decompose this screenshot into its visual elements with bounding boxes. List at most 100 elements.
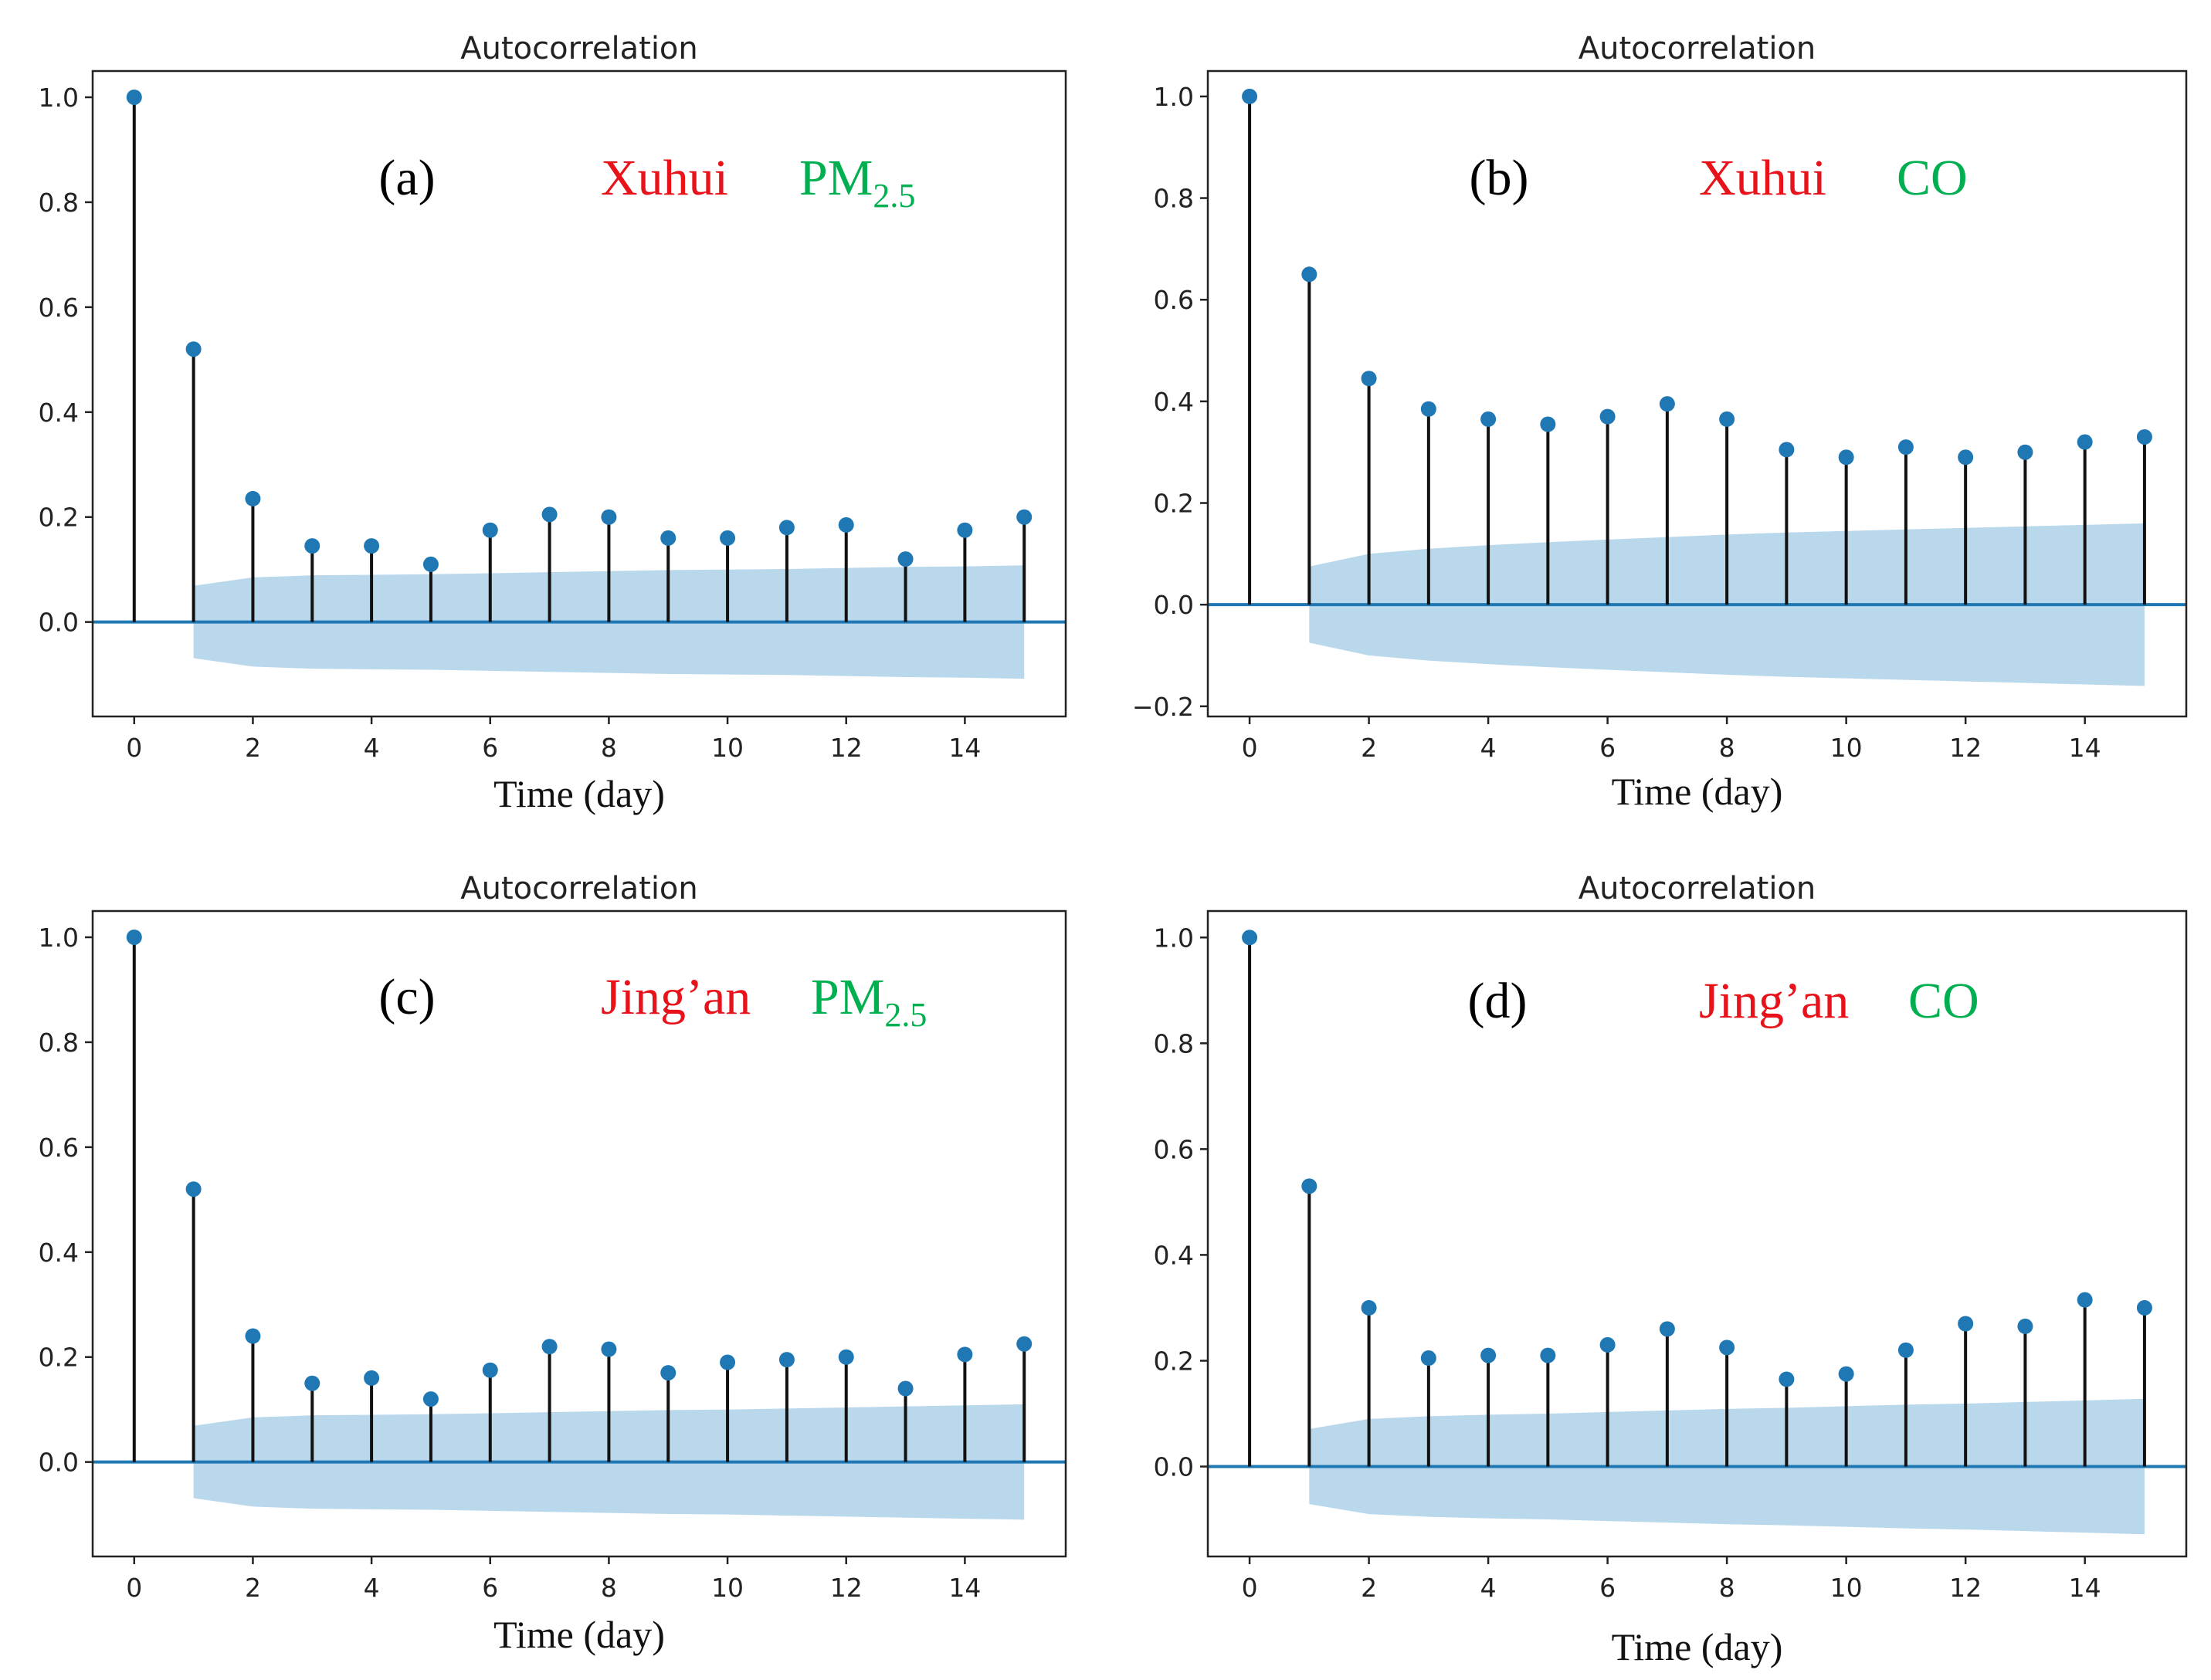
- x-tick-label: 14: [2069, 733, 2101, 763]
- marker-lag-12: [1958, 1316, 1974, 1332]
- x-tick-label: 8: [601, 1573, 617, 1603]
- panel-label: (d): [1468, 973, 1528, 1029]
- x-axis-label: Time (day): [1612, 770, 1783, 813]
- marker-lag-4: [1480, 411, 1497, 427]
- y-tick-label: 1.0: [1154, 923, 1194, 953]
- marker-lag-5: [1540, 1347, 1556, 1363]
- marker-lag-2: [1361, 1299, 1377, 1316]
- marker-lag-15: [2136, 1299, 2152, 1316]
- marker-lag-1: [1301, 266, 1317, 283]
- x-tick-label: 6: [1599, 1573, 1616, 1603]
- marker-lag-7: [541, 1339, 558, 1355]
- marker-lag-0: [1242, 930, 1258, 946]
- y-tick-label: 0.4: [39, 1238, 79, 1268]
- x-tick-label: 2: [1361, 1573, 1377, 1603]
- marker-lag-3: [1420, 1350, 1436, 1367]
- y-tick-label: 0.6: [39, 293, 79, 323]
- x-tick-label: 0: [126, 1573, 142, 1603]
- marker-lag-0: [126, 89, 142, 105]
- marker-lag-10: [1838, 1366, 1854, 1382]
- chart-title: Autocorrelation: [1579, 871, 1816, 906]
- marker-lag-4: [364, 538, 380, 554]
- pollutant-name: PM: [799, 150, 873, 206]
- x-tick-label: 8: [1719, 733, 1735, 763]
- x-tick-label: 12: [830, 1573, 863, 1603]
- marker-lag-6: [482, 1362, 498, 1378]
- marker-lag-14: [957, 522, 973, 538]
- x-tick-label: 6: [482, 733, 498, 763]
- marker-lag-12: [838, 517, 854, 533]
- marker-lag-13: [897, 551, 914, 567]
- acf-panel-c: Autocorrelation 0.0 0.2 0.4 0.6 0.8 1.0 0 2 4 6 8 10…: [39, 871, 1067, 1656]
- marker-lag-3: [304, 538, 320, 554]
- x-tick-label: 0: [1242, 733, 1258, 763]
- marker-lag-9: [1779, 1371, 1795, 1387]
- marker-lag-14: [957, 1346, 973, 1363]
- acf-panel-a: Autocorrelation 0.0 0.2 0.4 0.6 0.8 1.0 0 2 4 6 8 10…: [39, 31, 1067, 815]
- marker-lag-12: [1958, 449, 1974, 466]
- x-tick-label: 14: [948, 1573, 981, 1603]
- x-tick-label: 10: [711, 733, 744, 763]
- x-tick-label: 10: [1830, 1573, 1863, 1603]
- y-tick-label: 0.4: [1154, 387, 1194, 417]
- plot-frame: [91, 909, 1067, 1558]
- marker-lag-8: [601, 509, 617, 525]
- y-tick-label: 0.8: [1154, 184, 1194, 214]
- plot-frame: [1206, 69, 2188, 718]
- y-tick-label: 0.2: [39, 1343, 79, 1373]
- marker-lag-8: [1719, 411, 1735, 427]
- y-tick-label: −0.2: [1132, 692, 1194, 722]
- marker-lag-2: [245, 1328, 261, 1344]
- marker-lag-1: [185, 341, 202, 357]
- y-tick-label: 0.2: [1154, 1346, 1194, 1376]
- y-tick-label: 0.6: [1154, 285, 1194, 315]
- marker-lag-4: [1480, 1347, 1497, 1363]
- x-tick-label: 4: [364, 1573, 380, 1603]
- marker-lag-8: [601, 1341, 617, 1357]
- plot-frame: [91, 69, 1067, 718]
- location-label: Jing’an: [601, 969, 751, 1025]
- x-tick-label: 2: [1361, 733, 1377, 763]
- marker-lag-13: [2017, 444, 2033, 460]
- pollutant-subscript: 2.5: [884, 996, 927, 1034]
- x-axis-label: Time (day): [1612, 1625, 1783, 1668]
- x-tick-label: 4: [1480, 1573, 1497, 1603]
- y-tick-label: 0.6: [39, 1133, 79, 1163]
- marker-lag-6: [1599, 1336, 1616, 1353]
- marker-lag-7: [1659, 1321, 1675, 1337]
- plot-frame: [1206, 909, 2188, 1558]
- marker-lag-6: [1599, 408, 1616, 425]
- marker-lag-14: [2077, 1292, 2093, 1308]
- marker-lag-1: [185, 1181, 202, 1197]
- x-tick-label: 8: [601, 733, 617, 763]
- y-tick-label: 0.4: [39, 398, 79, 428]
- y-tick-label: 0.2: [1154, 489, 1194, 519]
- y-tick-label: 0.6: [1154, 1134, 1194, 1164]
- x-tick-label: 12: [1949, 1573, 1982, 1603]
- y-tick-label: 0.8: [39, 1028, 79, 1058]
- marker-lag-13: [2017, 1318, 2033, 1334]
- y-tick-label: 0.0: [1154, 590, 1194, 620]
- marker-lag-9: [1779, 442, 1795, 458]
- y-tick-label: 0.4: [1154, 1240, 1194, 1270]
- marker-lag-11: [1897, 1342, 1914, 1358]
- y-tick-label: 1.0: [39, 923, 79, 953]
- marker-lag-5: [422, 1391, 439, 1407]
- panel-label: (b): [1470, 150, 1529, 206]
- x-tick-label: 10: [711, 1573, 744, 1603]
- marker-lag-0: [126, 929, 142, 945]
- marker-lag-10: [720, 1354, 736, 1370]
- panel-label: (a): [378, 150, 435, 206]
- location-label: Xuhui: [601, 150, 728, 206]
- marker-lag-11: [778, 1352, 795, 1368]
- y-tick-label: 0.8: [39, 188, 79, 218]
- marker-lag-13: [897, 1380, 914, 1397]
- marker-lag-2: [245, 490, 261, 506]
- y-tick-label: 0.0: [1154, 1452, 1194, 1482]
- x-tick-label: 6: [1599, 733, 1616, 763]
- marker-lag-8: [1719, 1340, 1735, 1356]
- y-tick-label: 0.0: [39, 1448, 79, 1478]
- y-tick-label: 1.0: [1154, 82, 1194, 112]
- marker-lag-0: [1242, 88, 1258, 104]
- marker-lag-7: [541, 506, 558, 523]
